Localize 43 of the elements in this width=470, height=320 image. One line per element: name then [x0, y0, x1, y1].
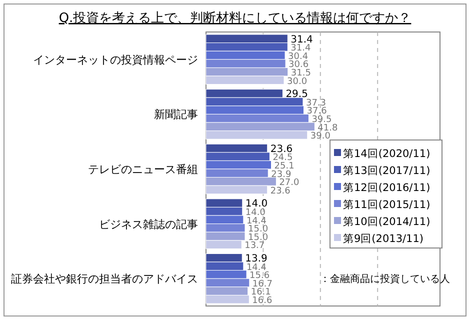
legend-label: 第9回(2013/11)	[343, 233, 424, 245]
legend-label: 第11回(2015/11)	[343, 199, 430, 211]
data-label: 23.6	[270, 186, 291, 196]
legend-label: 第14回(2020/11)	[343, 148, 430, 160]
data-label: 39.0	[310, 132, 331, 142]
data-label: 23.6	[270, 144, 293, 155]
data-label: 15.0	[248, 224, 268, 235]
data-label: 16.7	[252, 279, 272, 290]
data-label: 15.6	[250, 271, 270, 282]
data-label: 27.0	[279, 178, 300, 188]
data-label: 37.3	[306, 98, 326, 108]
legend-label: 第10回(2014/11)	[343, 216, 430, 228]
data-label: 29.5	[286, 89, 308, 100]
data-label: 31.4	[290, 44, 311, 54]
annotation: ：金融商品に投資している人	[320, 273, 450, 285]
data-label: 31.4	[290, 34, 313, 46]
y-tick-label: 新聞記事	[154, 108, 198, 122]
data-label: 37.6	[306, 106, 328, 117]
y-tick-label: 証券会社や銀行の担当者のアドバイス	[11, 272, 198, 286]
data-label: 14.4	[246, 216, 267, 226]
legend-label: 第12回(2016/11)	[343, 182, 430, 194]
data-label: 14.4	[246, 262, 267, 273]
legend-label: 第13回(2017/11)	[343, 165, 430, 177]
chart-title: Q.投資を考える上で、判断材料にしている情報は何ですか？	[58, 11, 412, 26]
data-label: 14.0	[245, 198, 268, 210]
data-label: 13.9	[245, 254, 268, 264]
data-label: 14.0	[245, 208, 266, 218]
data-label: 25.1	[274, 162, 294, 172]
data-label: 30.4	[288, 52, 308, 62]
data-label: 15.0	[248, 232, 268, 243]
data-label: 41.8	[318, 123, 338, 134]
data-label: 30.6	[288, 60, 309, 70]
data-label: 31.5	[290, 68, 311, 78]
y-tick-label: テレビのニュース番組	[88, 163, 198, 176]
y-tick-label: インターネットの投資情報ページ	[33, 53, 198, 66]
data-label: 39.5	[312, 115, 332, 125]
y-tick-label: ビジネス雑誌の記事	[99, 218, 198, 231]
data-label: 23.9	[271, 170, 292, 180]
data-label: 30.0	[287, 76, 308, 87]
data-label: 13.7	[244, 241, 265, 252]
data-label: 16.1	[250, 288, 271, 298]
data-label: 16.6	[252, 296, 272, 306]
data-label: 24.5	[272, 153, 293, 164]
